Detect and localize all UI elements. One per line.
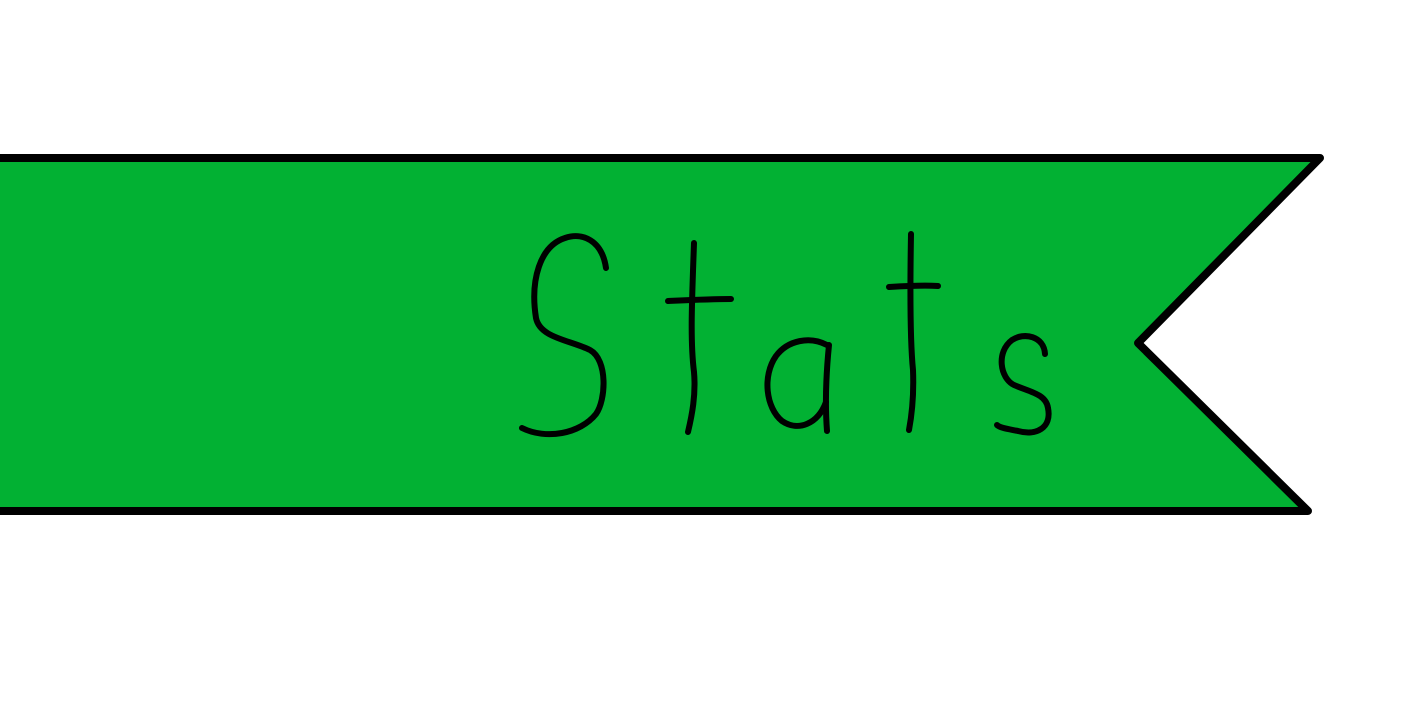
letter-t-first-stem	[685, 240, 698, 435]
ribbon-banner-shape	[0, 154, 1324, 515]
letter-s-upper	[519, 233, 609, 438]
banner-title-handwritten	[519, 231, 1052, 438]
letter-t-second-bar	[886, 282, 941, 290]
letter-t-first-bar	[665, 296, 734, 304]
letter-t-second-stem	[906, 231, 917, 433]
letter-a-stem	[822, 342, 832, 434]
letter-a-bowl	[764, 337, 830, 429]
letter-s-lower	[994, 333, 1052, 436]
